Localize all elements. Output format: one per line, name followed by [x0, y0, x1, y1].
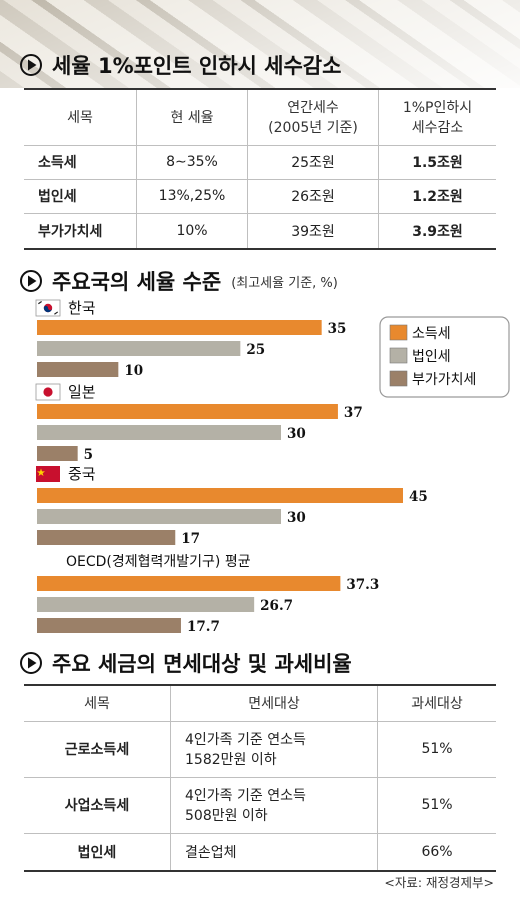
bar-법인세 [37, 341, 241, 356]
table-row: 부가가치세 10% 39조원 3.9조원 [24, 213, 496, 250]
legend-label: 소득세 [412, 326, 451, 342]
table-header-row: 세목 현 세율 연간세수 (2005년 기준) 1%P인하시 세수감소 [24, 88, 496, 146]
cell-revenue: 39조원 [247, 213, 379, 250]
bar-부가가치세 [37, 446, 78, 461]
bar-부가가치세 [37, 618, 181, 633]
category-label: 한국 [68, 299, 96, 317]
chart-legend [379, 316, 510, 398]
table-header-row: 세목 면세대상 과세대상 [24, 684, 496, 722]
col-header: 1%P인하시 세수감소 [378, 88, 496, 146]
cell-revenue: 26조원 [247, 179, 379, 214]
bar-소득세 [37, 576, 341, 591]
col-header: 현 세율 [136, 88, 248, 146]
table-row: 법인세 13%,25% 26조원 1.2조원 [24, 179, 496, 214]
header-banner-image [0, 0, 520, 88]
bar-법인세 [37, 425, 281, 440]
table-row: 소득세 8∼35% 25조원 1.5조원 [24, 145, 496, 180]
cell-exempt: 4인가족 기준 연소득 1582만원 이하 [170, 721, 378, 778]
cell-exempt: 4인가족 기준 연소득 508만원 이하 [170, 777, 378, 834]
cell-tax: 부가가치세 [24, 213, 137, 250]
col-header: 세목 [24, 684, 171, 722]
bar-소득세 [37, 488, 403, 503]
bar-value-label: 37 [344, 405, 363, 421]
section2-note: (최고세율 기준, %) [231, 275, 338, 291]
cell-tax: 사업소득세 [24, 777, 171, 834]
section3-title-text: 주요 세금의 면세대상 및 과세비율 [52, 652, 352, 676]
legend-swatch [389, 324, 408, 341]
japan-flag-icon [35, 383, 61, 401]
bar-부가가치세 [37, 530, 176, 545]
bar-소득세 [37, 404, 338, 419]
bar-value-label: 26.7 [260, 598, 293, 614]
bar-value-label: 17.7 [187, 619, 220, 635]
bar-부가가치세 [37, 362, 119, 377]
bar-value-label: 25 [246, 342, 265, 358]
section1-title-text: 세율 1%포인트 인하시 세수감소 [52, 54, 342, 78]
cell-tax: 소득세 [24, 145, 137, 180]
col-header: 세목 [24, 88, 137, 146]
cell-decrease: 1.2조원 [378, 179, 496, 214]
bar-value-label: 45 [409, 489, 428, 505]
legend-swatch [389, 347, 408, 364]
source-note: <자료: 재정경제부> [384, 875, 494, 890]
section2-title-text: 주요국의 세율 수준 [52, 270, 222, 294]
cell-decrease: 1.5조원 [378, 145, 496, 180]
cell-taxed: 66% [377, 833, 496, 872]
bar-법인세 [37, 509, 281, 524]
legend-label: 부가가치세 [412, 372, 476, 388]
bar-value-label: 17 [181, 531, 200, 547]
table-row: 법인세 결손업체 66% [24, 833, 496, 872]
cell-rate: 8∼35% [136, 145, 248, 180]
exemption-table: 세목 면세대상 과세대상 근로소득세 4인가족 기준 연소득 1582만원 이하 … [24, 684, 496, 872]
korea-flag-icon [35, 299, 61, 317]
cell-revenue: 25조원 [247, 145, 379, 180]
bar-value-label: 37.3 [346, 577, 379, 593]
bar-법인세 [37, 597, 255, 612]
category-label: OECD(경제협력개발기구) 평균 [66, 554, 251, 570]
cell-rate: 13%,25% [136, 179, 248, 214]
legend-label: 법인세 [412, 349, 451, 365]
cell-decrease: 3.9조원 [378, 213, 496, 250]
section3-title: 주요 세금의 면세대상 및 과세비율 [20, 648, 352, 678]
cell-exempt: 결손업체 [170, 833, 378, 872]
tax-cut-table: 세목 현 세율 연간세수 (2005년 기준) 1%P인하시 세수감소 소득세 8∼… [24, 88, 496, 250]
play-circle-icon [20, 270, 42, 292]
cell-tax: 법인세 [24, 179, 137, 214]
section1-title: 세율 1%포인트 인하시 세수감소 [20, 50, 341, 80]
china-flag-icon [36, 466, 60, 482]
col-header: 연간세수 (2005년 기준) [247, 88, 379, 146]
bar-소득세 [37, 320, 322, 335]
col-header: 면세대상 [170, 684, 378, 722]
col-header: 과세대상 [377, 684, 496, 722]
play-circle-icon [20, 54, 42, 76]
play-circle-icon [20, 652, 42, 674]
bar-value-label: 30 [287, 426, 306, 442]
table-row: 근로소득세 4인가족 기준 연소득 1582만원 이하 51% [24, 721, 496, 778]
bar-value-label: 5 [84, 447, 93, 463]
cell-taxed: 51% [377, 777, 496, 834]
bar-value-label: 35 [328, 321, 347, 337]
cell-taxed: 51% [377, 721, 496, 778]
tax-rate-chart: 한국 35 25 10 일본 37 30 5 중국 45 30 17 OECD(경제협력개발기구) 평균… [35, 299, 510, 635]
section2-title: 주요국의 세율 수준 (최고세율 기준, %) [20, 266, 338, 296]
cell-rate: 10% [136, 213, 248, 250]
legend-swatch [389, 370, 408, 387]
category-label: 일본 [68, 383, 96, 401]
bar-value-label: 30 [287, 510, 306, 526]
bar-value-label: 10 [124, 363, 143, 379]
cell-tax: 근로소득세 [24, 721, 171, 778]
category-label: 중국 [68, 465, 96, 483]
cell-tax: 법인세 [24, 833, 171, 872]
table-row: 사업소득세 4인가족 기준 연소득 508만원 이하 51% [24, 777, 496, 834]
